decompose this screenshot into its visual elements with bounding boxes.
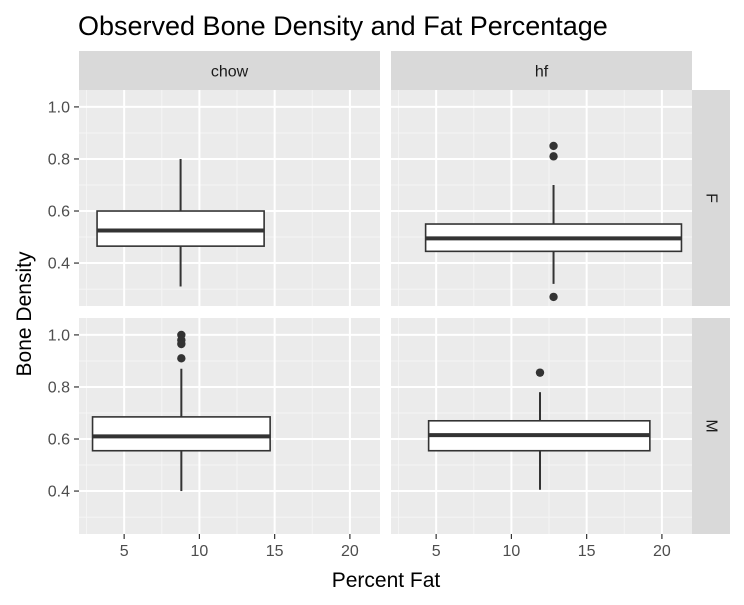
strip-hf [391,51,692,90]
boxplot-chow-F [96,158,265,287]
boxplot-hf-F [424,141,683,302]
x-tick-label: 10 [503,543,521,560]
panels-layer [79,90,692,534]
axes-layer: 0.4 0.6 0.8 1.0 0.4 0.6 0.8 1.0 5 10 15 20 5 10 15 20 [48,99,671,560]
y-tick-label: 0.4 [48,256,70,273]
strip-chow [79,51,380,90]
chart-title: Observed Bone Density and Fat Percentage [78,11,608,41]
boxplot-chow-M [91,330,271,492]
outlier-point [549,292,558,302]
outlier-point [549,152,558,161]
y-tick-label: 0.6 [48,432,70,449]
strip-M [692,318,730,534]
boxplot-hf-M [427,368,651,490]
y-tick-label: 1.0 [48,99,70,116]
outlier-point [535,368,545,377]
y-axis-title: Bone Density [13,251,36,376]
y-tick-label: 1.0 [48,327,70,344]
panel-background-chow-F [79,90,380,306]
x-tick-label: 10 [191,543,209,560]
strips-layer: chow hf F M [79,51,730,534]
box-iqr [91,416,271,452]
outlier-point [549,141,558,151]
x-tick-label: 15 [266,543,284,560]
x-axis-title: Percent Fat [332,569,441,592]
outlier-point [177,354,186,363]
y-tick-label: 0.8 [48,151,70,168]
x-tick-label: 20 [341,543,359,560]
x-tick-label: 5 [432,543,441,560]
strip-label-hf: hf [535,64,549,81]
y-tick-label: 0.4 [48,484,70,501]
strip-label-F: F [703,193,720,203]
strip-F [692,90,730,306]
strip-label-chow: chow [211,64,249,81]
panel-background-hf-F [391,90,692,306]
x-tick-label: 15 [578,543,596,560]
x-tick-label: 20 [653,543,671,560]
y-tick-label: 0.6 [48,204,70,221]
outlier-point [177,339,186,349]
x-tick-label: 5 [120,543,129,560]
strip-label-M: M [703,419,720,432]
y-tick-label: 0.8 [48,379,70,396]
